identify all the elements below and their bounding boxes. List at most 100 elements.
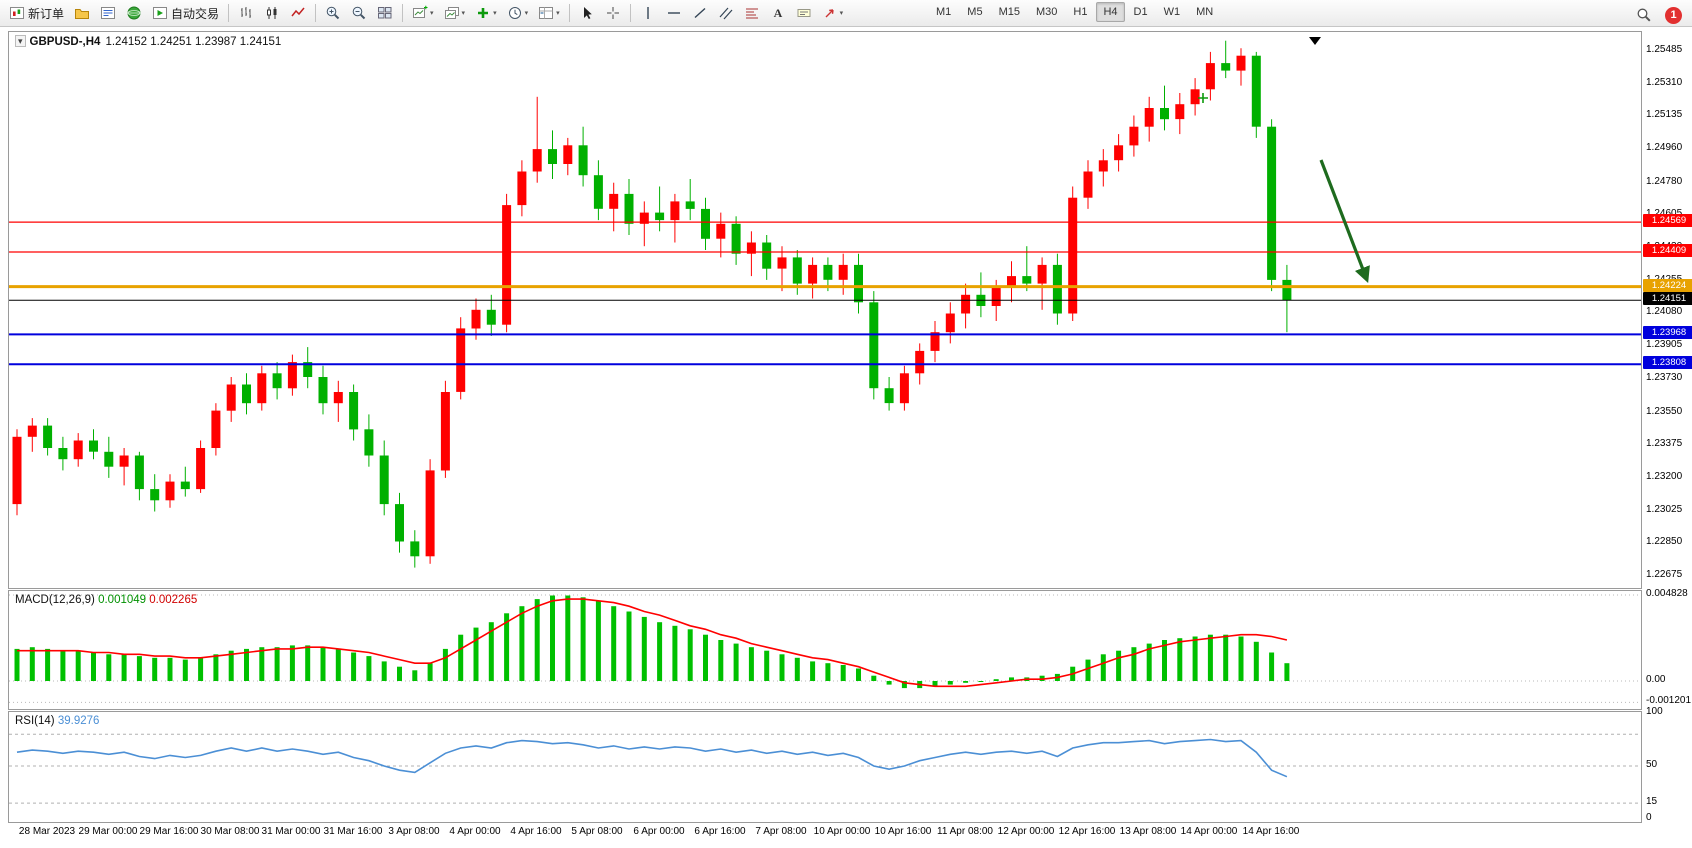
dropdown-caret-icon[interactable]: ▾ bbox=[493, 10, 497, 17]
svg-text:A: A bbox=[773, 6, 782, 20]
time-tick: 14 Apr 16:00 bbox=[1242, 826, 1300, 837]
dropdown-caret-icon[interactable]: ▾ bbox=[461, 10, 466, 17]
trendline-button[interactable] bbox=[688, 1, 712, 25]
time-tick: 29 Mar 16:00 bbox=[139, 826, 199, 837]
price-tick: 1.24605 bbox=[1646, 208, 1683, 219]
text-button[interactable]: A bbox=[766, 1, 790, 25]
zoom-out-button[interactable] bbox=[347, 1, 371, 25]
line-chart-icon bbox=[290, 5, 306, 21]
price-tag-current-price: 1.24151 bbox=[1643, 292, 1692, 305]
time-tick: 4 Apr 00:00 bbox=[449, 826, 501, 837]
timeframe-m5[interactable]: M5 bbox=[967, 6, 983, 18]
templates-button[interactable]: ▾ bbox=[534, 1, 564, 25]
rsi-axis-label: 15 bbox=[1646, 796, 1658, 807]
time-tick: 29 Mar 00:00 bbox=[78, 826, 138, 837]
timeframe-d1[interactable]: D1 bbox=[1133, 6, 1148, 18]
cursor-button[interactable] bbox=[575, 1, 599, 25]
time-tick: 3 Apr 08:00 bbox=[388, 826, 440, 837]
timeframe-h1[interactable]: H1 bbox=[1073, 6, 1088, 18]
candlestick-series bbox=[12, 40, 1292, 568]
macd-main-value: 0.001049 bbox=[98, 594, 147, 606]
bar-chart-button[interactable] bbox=[234, 1, 258, 25]
trendline-icon bbox=[692, 5, 708, 21]
price-tick: 1.25310 bbox=[1646, 77, 1683, 88]
time-tick: 31 Mar 16:00 bbox=[323, 826, 383, 837]
timeframe-mn[interactable]: MN bbox=[1196, 6, 1214, 18]
template-icon bbox=[538, 5, 554, 21]
price-tick: 1.24780 bbox=[1646, 176, 1683, 187]
rsi-axis-label: 100 bbox=[1646, 706, 1663, 717]
zoom-in-button[interactable] bbox=[321, 1, 345, 25]
text-label-button[interactable] bbox=[792, 1, 816, 25]
timeframe-m30[interactable]: M30 bbox=[1035, 6, 1058, 18]
symbol-name: GBPUSD-,H4 bbox=[29, 36, 101, 48]
auto-trading-button[interactable]: 自动交易 bbox=[148, 1, 223, 25]
price-tag-resistance-2: 1.24409 bbox=[1643, 244, 1692, 257]
tile-windows-button[interactable] bbox=[373, 1, 397, 25]
notification-badge[interactable]: 1 bbox=[1665, 6, 1682, 24]
timeframe-m1[interactable]: M1 bbox=[936, 6, 952, 18]
line-chart-button[interactable] bbox=[286, 1, 310, 25]
chevron-down-icon[interactable]: ▾ bbox=[15, 35, 26, 47]
rsi-pane[interactable]: RSI(14) 39.9276 bbox=[8, 711, 1642, 823]
equidistant-channel-button[interactable] bbox=[714, 1, 738, 25]
price-tick: 1.25485 bbox=[1646, 44, 1683, 55]
timeframe-m15[interactable]: M15 bbox=[998, 6, 1020, 18]
autotrade-icon bbox=[152, 5, 168, 21]
time-tick: 6 Apr 00:00 bbox=[633, 826, 685, 837]
sell-arrow-annotation[interactable] bbox=[1319, 159, 1370, 283]
macd-pane[interactable]: MACD(12,26,9) 0.001049 0.002265 bbox=[8, 590, 1642, 710]
dropdown-caret-icon[interactable]: ▾ bbox=[839, 10, 844, 17]
horizontal-line-button[interactable] bbox=[662, 1, 686, 25]
timeframe-h4[interactable]: H4 bbox=[1096, 2, 1125, 22]
symbol-ohlc-label: ▾ GBPUSD-,H4 1.24152 1.24251 1.23987 1.241… bbox=[15, 35, 281, 48]
price-tick: 1.23375 bbox=[1646, 438, 1683, 449]
time-tick: 10 Apr 16:00 bbox=[874, 826, 932, 837]
dropdown-caret-icon[interactable]: ▾ bbox=[556, 10, 560, 17]
tile-windows-icon bbox=[377, 5, 393, 21]
vertical-line-button[interactable] bbox=[636, 1, 660, 25]
auto-trading-label: 自动交易 bbox=[171, 6, 220, 21]
dropdown-caret-icon[interactable]: ▾ bbox=[430, 10, 434, 17]
price-tag-pivot: 1.24224 bbox=[1643, 279, 1692, 292]
horizontal-level-lines[interactable] bbox=[9, 221, 1641, 366]
new-order-button[interactable]: 新订单 bbox=[5, 1, 68, 25]
order-marker bbox=[1198, 93, 1208, 103]
dropdown-caret-icon[interactable]: ▾ bbox=[524, 10, 529, 17]
add-indicator-button[interactable]: ▾ bbox=[471, 1, 501, 25]
cursor-icon bbox=[579, 5, 595, 21]
price-tick: 1.23025 bbox=[1646, 504, 1683, 515]
candle-chart-button[interactable] bbox=[260, 1, 284, 25]
price-chart-pane[interactable]: ▾ GBPUSD-,H4 1.24152 1.24251 1.23987 1.241… bbox=[8, 31, 1642, 589]
vline-icon bbox=[640, 5, 656, 21]
time-tick: 30 Mar 08:00 bbox=[200, 826, 260, 837]
arrows-button[interactable]: ▾ bbox=[818, 1, 848, 25]
macd-signal-line bbox=[17, 598, 1288, 688]
clock-icon bbox=[507, 5, 523, 21]
macd-signal-value: 0.002265 bbox=[149, 594, 198, 606]
crosshair-button[interactable] bbox=[601, 1, 625, 25]
charts-profile-button[interactable] bbox=[70, 1, 94, 25]
timeframe-toolbar: M1 M5 M15 M30 H1 H4 D1 W1 MN bbox=[928, 2, 1221, 22]
periods-button[interactable]: ▾ bbox=[503, 1, 533, 25]
timeframe-w1[interactable]: W1 bbox=[1163, 6, 1181, 18]
rsi-axis-label: 50 bbox=[1646, 759, 1658, 770]
price-tick: 1.22850 bbox=[1646, 536, 1683, 547]
search-button[interactable] bbox=[1632, 3, 1656, 27]
toolbar-separator bbox=[228, 4, 230, 22]
fibonacci-button[interactable] bbox=[740, 1, 764, 25]
price-tick: 1.24255 bbox=[1646, 274, 1683, 285]
market-watch-button[interactable] bbox=[96, 1, 120, 25]
macd-axis-label: 0.004828 bbox=[1646, 588, 1688, 599]
time-tick: 14 Apr 00:00 bbox=[1180, 826, 1238, 837]
new-chart-button[interactable]: ▾ bbox=[408, 1, 438, 25]
price-tick: 1.22675 bbox=[1646, 569, 1683, 580]
chart-profiles-button[interactable]: ▾ bbox=[440, 1, 470, 25]
time-tick: 6 Apr 16:00 bbox=[694, 826, 746, 837]
toolbar-separator bbox=[315, 4, 317, 22]
fibo-icon bbox=[744, 5, 760, 21]
data-window-button[interactable] bbox=[122, 1, 146, 25]
scroll-end-marker[interactable] bbox=[1309, 37, 1321, 45]
hline-icon bbox=[666, 5, 682, 21]
macd-axis-label: -0.001201 bbox=[1646, 695, 1692, 706]
